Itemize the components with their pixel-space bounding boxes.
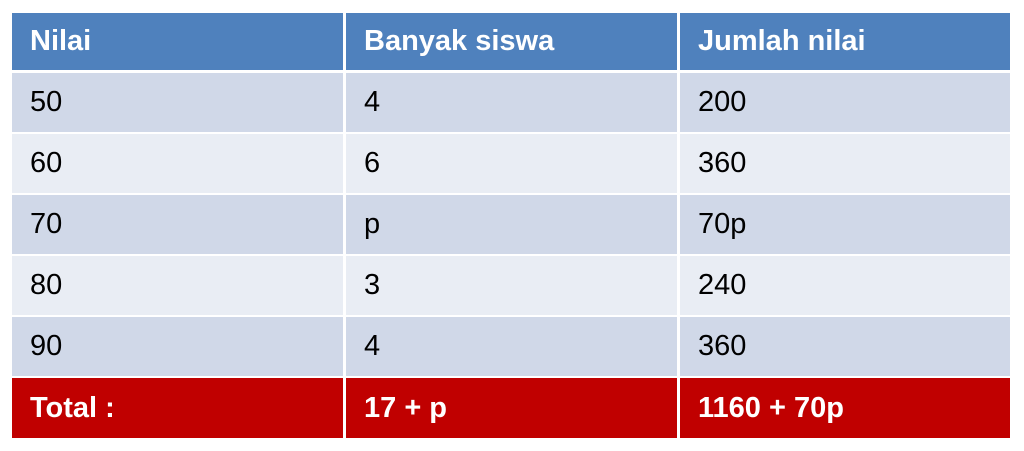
header-banyak-siswa: Banyak siswa	[346, 13, 677, 70]
table-row: 50 4 200	[12, 73, 1010, 132]
table-row: 90 4 360	[12, 317, 1010, 376]
table-header-row: Nilai Banyak siswa Jumlah nilai	[12, 13, 1010, 70]
total-banyak-siswa: 17 + p	[346, 378, 677, 438]
total-label: Total :	[12, 378, 343, 438]
cell-nilai: 70	[12, 195, 343, 254]
cell-banyak-siswa: 3	[346, 256, 677, 315]
cell-banyak-siswa: 6	[346, 134, 677, 193]
table-total-row: Total : 17 + p 1160 + 70p	[12, 378, 1010, 438]
table-row: 80 3 240	[12, 256, 1010, 315]
cell-nilai: 90	[12, 317, 343, 376]
table-row: 70 p 70p	[12, 195, 1010, 254]
cell-banyak-siswa: p	[346, 195, 677, 254]
cell-jumlah-nilai: 200	[680, 73, 1010, 132]
cell-jumlah-nilai: 360	[680, 317, 1010, 376]
cell-jumlah-nilai: 240	[680, 256, 1010, 315]
table-row: 60 6 360	[12, 134, 1010, 193]
cell-banyak-siswa: 4	[346, 73, 677, 132]
header-jumlah-nilai: Jumlah nilai	[680, 13, 1010, 70]
cell-nilai: 50	[12, 73, 343, 132]
cell-jumlah-nilai: 360	[680, 134, 1010, 193]
total-jumlah-nilai: 1160 + 70p	[680, 378, 1010, 438]
cell-nilai: 80	[12, 256, 343, 315]
cell-jumlah-nilai: 70p	[680, 195, 1010, 254]
cell-nilai: 60	[12, 134, 343, 193]
header-nilai: Nilai	[12, 13, 343, 70]
cell-banyak-siswa: 4	[346, 317, 677, 376]
